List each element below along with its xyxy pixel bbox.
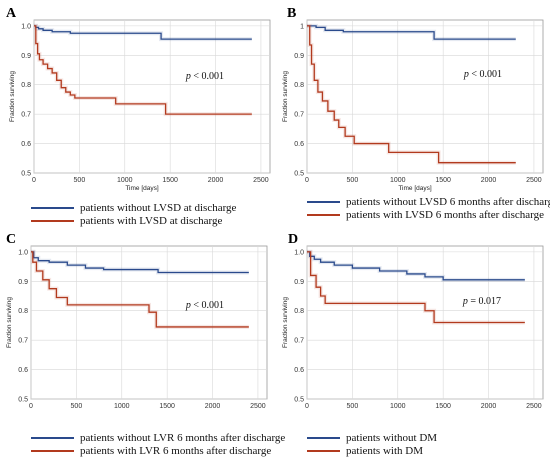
y-tick-label: 1	[300, 23, 304, 30]
x-tick-label: 0	[305, 403, 309, 410]
y-tick-label: 0.8	[18, 308, 28, 315]
y-tick-label: 0.6	[294, 141, 304, 148]
x-tick-label: 2500	[526, 403, 542, 410]
x-tick-label: 1000	[117, 177, 133, 184]
y-tick-label: 0.5	[18, 397, 28, 404]
y-axis-label: Fraction surviving	[282, 71, 289, 122]
x-tick-label: 2000	[481, 177, 497, 184]
y-tick-label: 0.5	[294, 171, 304, 178]
legend-label: patients without DM	[346, 432, 437, 444]
y-tick-label: 0.5	[294, 397, 304, 404]
x-tick-label: 1500	[159, 403, 175, 410]
series-line-without	[307, 251, 525, 281]
plot-area	[33, 19, 271, 174]
x-tick-label: 1500	[435, 177, 451, 184]
y-tick-label: 0.7	[294, 338, 304, 345]
x-tick-label: 500	[347, 177, 359, 184]
x-tick-label: 1000	[390, 403, 406, 410]
x-tick-label: 500	[347, 403, 359, 410]
x-tick-label: 1000	[114, 403, 130, 410]
x-tick-label: 1000	[390, 177, 406, 184]
legend-label: patients without LVR 6 months after disc…	[80, 432, 285, 444]
x-tick-label: 500	[71, 403, 83, 410]
x-tick-label: 2500	[250, 403, 266, 410]
y-tick-label: 0.8	[294, 82, 304, 89]
y-tick-label: 0.9	[18, 279, 28, 286]
x-axis-label: Time [days]	[125, 185, 159, 192]
legend: patients without LVSD at dischargepatien…	[31, 202, 237, 227]
panel-a: 0.5 0.6 0.7 0.8 0.9 1.0 0 500 1000 1500 2000 2500 Ti…	[6, 6, 271, 227]
legend-label: patients with LVSD at discharge	[80, 215, 222, 227]
series-line-with	[34, 25, 252, 115]
series-line-without	[307, 25, 516, 40]
y-axis-label: Fraction surviving	[6, 297, 13, 348]
panel-letter: C	[6, 232, 16, 247]
y-tick-label: 1.0	[18, 249, 28, 256]
x-tick-label: 2000	[481, 403, 497, 410]
y-tick-label: 0.9	[294, 53, 304, 60]
plot-area	[306, 19, 544, 174]
legend-label: patients with LVSD 6 months after discha…	[346, 209, 544, 221]
p-value-label: p < 0.001	[463, 69, 502, 80]
y-tick-label: 0.7	[294, 112, 304, 119]
y-tick-label: 1.0	[294, 249, 304, 256]
x-axis-label: Time [days]	[398, 185, 432, 192]
x-tick-label: 1500	[435, 403, 451, 410]
legend: patients without LVR 6 months after disc…	[31, 432, 285, 457]
y-tick-label: 0.7	[18, 338, 28, 345]
x-tick-label: 0	[32, 177, 36, 184]
x-tick-label: 0	[29, 403, 33, 410]
y-tick-label: 0.7	[21, 112, 31, 119]
y-tick-label: 1.0	[21, 23, 31, 30]
legend-label: patients without LVSD 6 months after dis…	[346, 196, 550, 208]
y-tick-label: 0.6	[18, 367, 28, 374]
plot-area	[30, 245, 268, 400]
p-value-label: p < 0.001	[185, 71, 224, 82]
legend: patients without LVSD 6 months after dis…	[307, 196, 550, 221]
series-line-with	[307, 25, 516, 164]
y-axis-label: Fraction surviving	[282, 297, 289, 348]
y-tick-label: 0.9	[294, 279, 304, 286]
x-tick-label: 1500	[162, 177, 178, 184]
y-tick-label: 0.9	[21, 53, 31, 60]
panel-b: 0.5 0.6 0.7 0.8 0.9 1 0 500 1000 1500 2000 2500 Time…	[282, 6, 550, 221]
panel-c: 0.5 0.6 0.7 0.8 0.9 1.0 0 500 1000 1500 2000 2500 Fr…	[6, 232, 285, 457]
panel-letter: A	[6, 6, 17, 21]
x-tick-label: 2000	[208, 177, 224, 184]
y-axis-label: Fraction surviving	[9, 71, 16, 122]
legend-label: patients without LVSD at discharge	[80, 202, 237, 214]
legend-label: patients with LVR 6 months after dischar…	[80, 445, 271, 457]
x-tick-label: 2000	[205, 403, 221, 410]
legend-label: patients with DM	[346, 445, 423, 457]
p-value-label: p < 0.001	[185, 300, 224, 311]
y-tick-label: 0.8	[21, 82, 31, 89]
y-tick-label: 0.8	[294, 308, 304, 315]
panel-letter: D	[288, 232, 298, 247]
series-line-with	[307, 251, 525, 324]
y-tick-label: 0.5	[21, 171, 31, 178]
y-tick-label: 0.6	[21, 141, 31, 148]
series-line-without	[31, 251, 249, 274]
x-tick-label: 0	[305, 177, 309, 184]
p-value-label: p = 0.017	[462, 296, 501, 307]
series-line-with	[31, 251, 249, 328]
panel-d: 0.5 0.6 0.7 0.8 0.9 1.0 0 500 1000 1500 2000 2500 Fr…	[282, 232, 544, 457]
y-tick-label: 0.6	[294, 367, 304, 374]
x-tick-label: 2500	[526, 177, 542, 184]
x-tick-label: 500	[74, 177, 86, 184]
x-tick-label: 2500	[253, 177, 269, 184]
panel-letter: B	[287, 6, 296, 21]
